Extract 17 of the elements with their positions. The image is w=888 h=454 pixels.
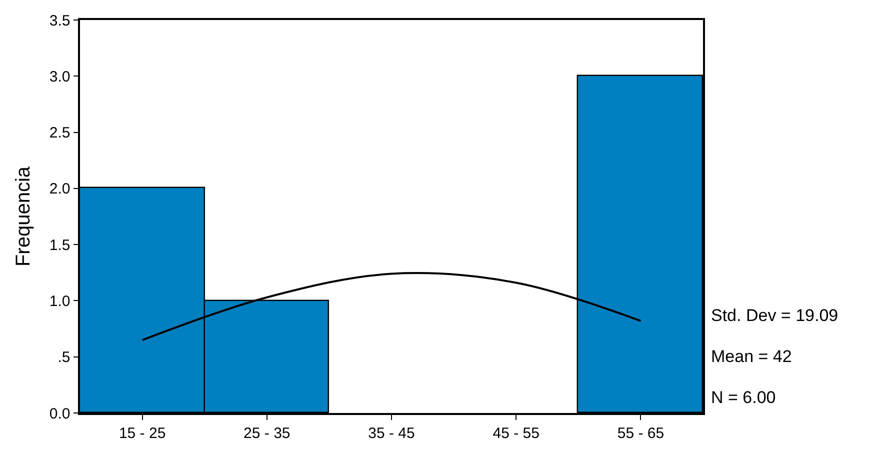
x-tick-label: 15 - 25 (118, 424, 166, 442)
x-tick-label: 45 - 55 (492, 424, 540, 442)
text: Mean = 42 (711, 347, 792, 366)
x-tick-label: 25 - 35 (244, 424, 290, 442)
y-tick-label: 3.5 (49, 12, 70, 30)
text: Std. Dev = 19.09 (711, 306, 838, 325)
y-axis-title: Frequencia (12, 166, 34, 267)
y-tick-label: 2.5 (49, 124, 70, 142)
x-tick-label: 35 - 45 (368, 424, 415, 442)
y-tick-label: 2.0 (49, 180, 70, 198)
y-tick-label: 3.0 (49, 68, 70, 86)
y-tick-label: .5 (58, 349, 70, 366)
text: N = 6.00 (711, 388, 776, 407)
x-tick-label: 55 - 65 (617, 424, 664, 442)
y-tick-label: 1.5 (49, 236, 70, 254)
y-tick-label: 1.0 (49, 292, 70, 310)
y-tick-label: 0.0 (49, 405, 70, 422)
